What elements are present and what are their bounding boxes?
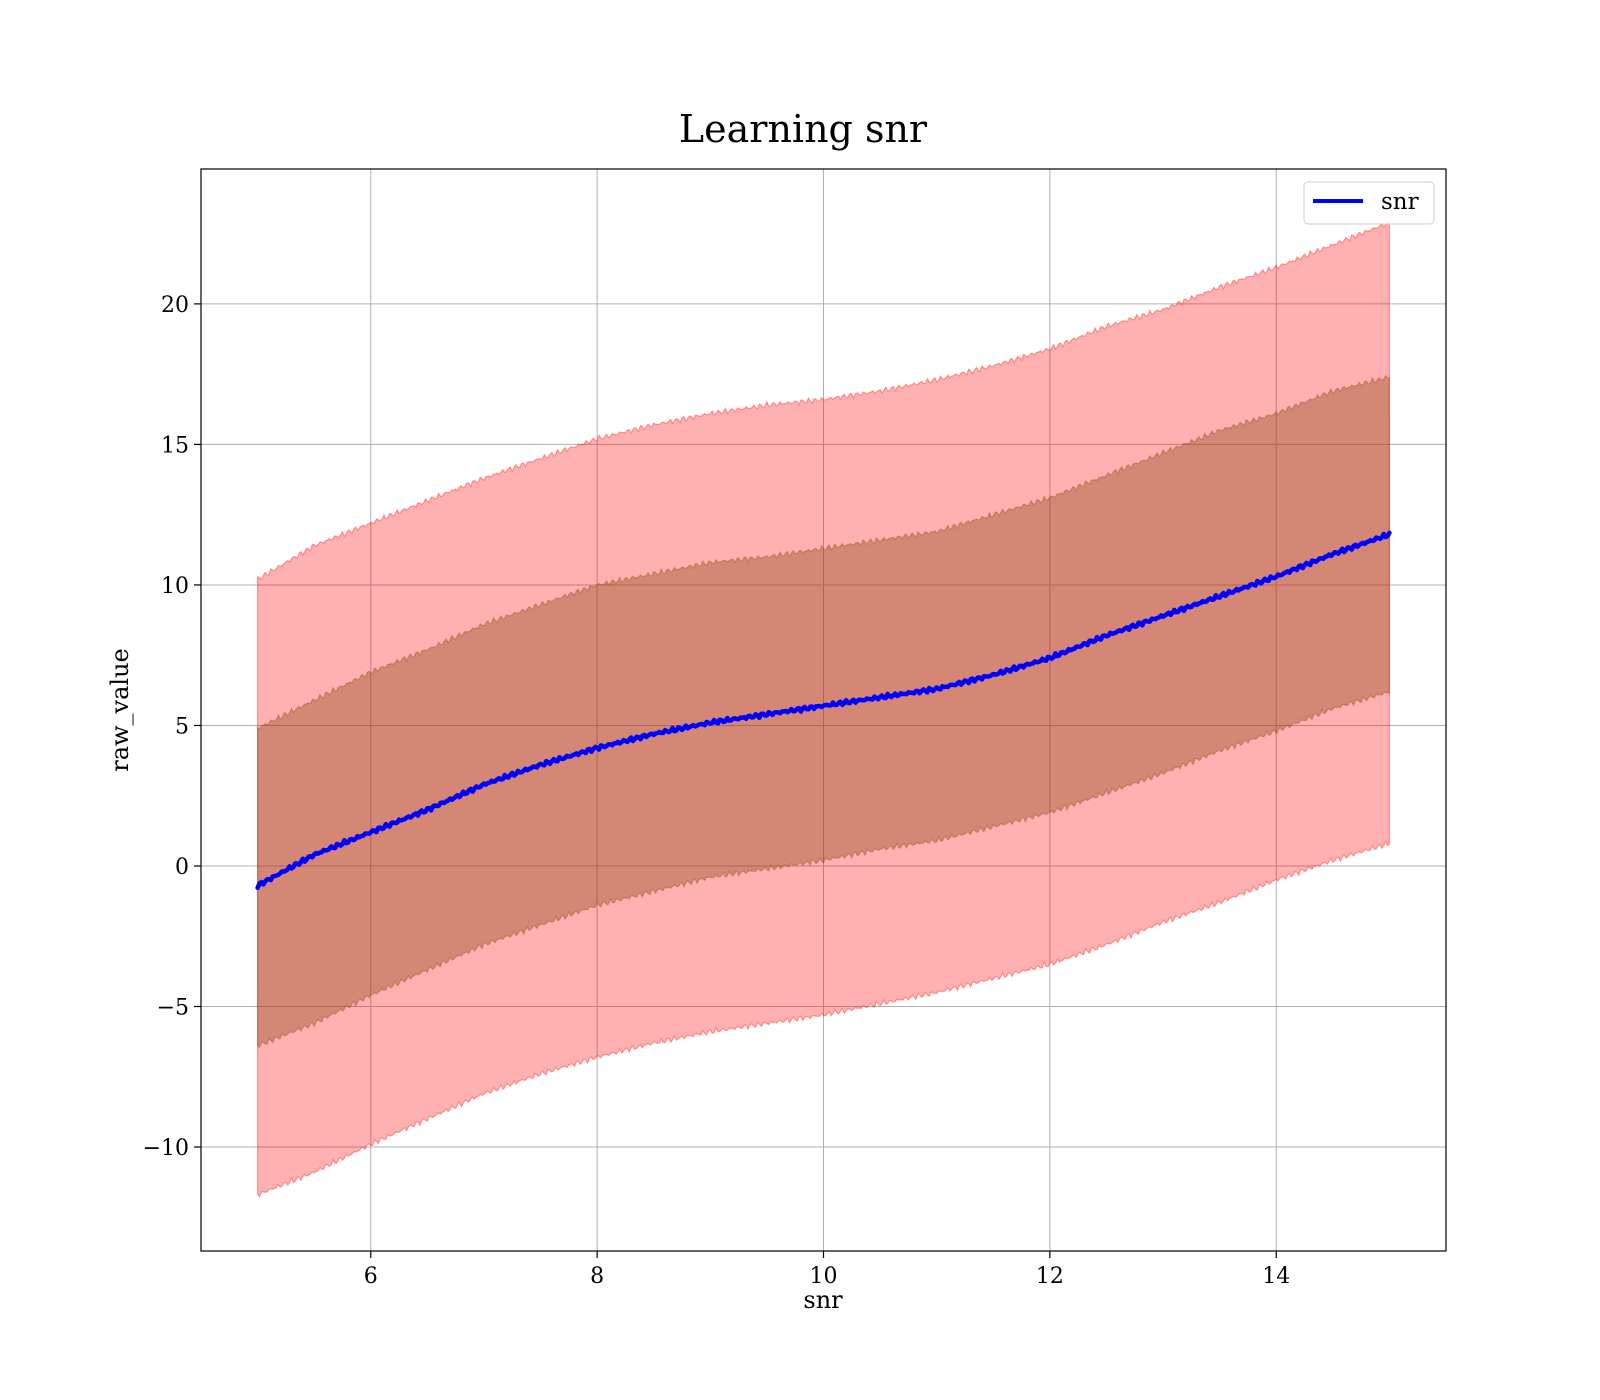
- y-axis-ticks: −10 −5 0 5 10 15 20: [143, 293, 201, 1161]
- x-axis-label: snr: [803, 1286, 843, 1314]
- chart-title: Learning snr: [679, 107, 928, 151]
- x-tick-label: 12: [1036, 1264, 1064, 1289]
- band-outer: [256, 220, 1391, 1199]
- legend: snr: [1303, 181, 1435, 225]
- x-tick-label: 6: [364, 1264, 378, 1289]
- x-tick-label: 10: [810, 1264, 838, 1289]
- y-axis-label: raw_value: [106, 648, 134, 772]
- legend-entry-snr: snr: [1381, 189, 1419, 215]
- y-tick-label: −10: [143, 1136, 189, 1161]
- x-tick-label: 8: [590, 1264, 604, 1289]
- series-line-snr: [255, 530, 1392, 891]
- confidence-bands: [256, 220, 1391, 1199]
- series-lines: [255, 530, 1392, 891]
- y-tick-label: 15: [161, 433, 189, 458]
- x-tick-label: 14: [1262, 1264, 1290, 1289]
- y-tick-label: 0: [175, 855, 189, 880]
- x-axis-ticks: 6 8 10 12 14: [364, 1251, 1290, 1289]
- grid: [201, 169, 1446, 1251]
- band-inner: [256, 374, 1391, 1049]
- y-tick-label: 10: [161, 574, 189, 599]
- y-tick-label: 20: [161, 293, 189, 318]
- y-tick-label: 5: [175, 714, 189, 739]
- legend-box: [1303, 181, 1435, 225]
- y-tick-label: −5: [157, 995, 189, 1020]
